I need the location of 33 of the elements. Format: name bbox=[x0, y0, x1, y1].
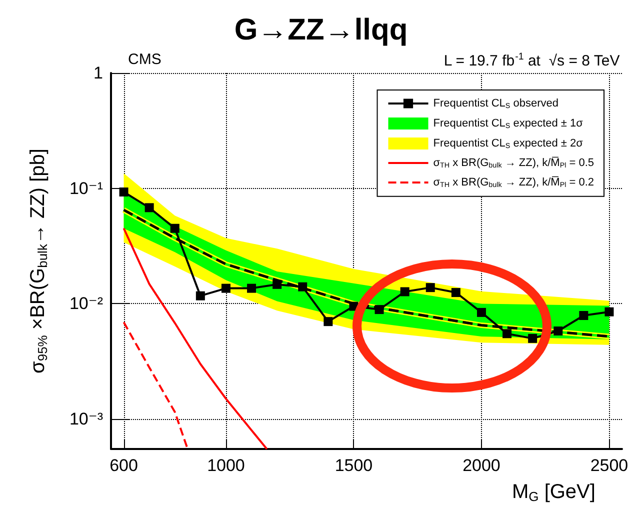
y-tick-label: 1 bbox=[94, 64, 103, 82]
point bbox=[528, 334, 538, 343]
point bbox=[374, 305, 384, 314]
point bbox=[144, 203, 154, 212]
line-series bbox=[122, 321, 189, 450]
point bbox=[196, 291, 205, 300]
chart-title: G→ZZ→llqq bbox=[234, 14, 408, 46]
x-tick-label: 600 bbox=[110, 456, 138, 475]
point bbox=[272, 280, 282, 289]
point bbox=[247, 284, 256, 293]
point bbox=[400, 287, 410, 296]
y-tick-label: 10⁻² bbox=[69, 294, 104, 314]
point bbox=[554, 326, 563, 336]
point bbox=[298, 282, 308, 292]
x-tick-label: 1500 bbox=[334, 456, 373, 475]
y-tick-label: 10⁻¹ bbox=[69, 178, 104, 198]
text: CMS bbox=[128, 51, 162, 68]
point bbox=[502, 329, 512, 338]
x-tick-label: 1000 bbox=[207, 456, 245, 475]
line-series bbox=[122, 227, 268, 450]
y-axis-title: σ95% ×BR(Gbulk→ ZZ) [pb] bbox=[27, 148, 50, 374]
x-tick-label: 2000 bbox=[462, 456, 500, 475]
y-tick-label: 10⁻³ bbox=[69, 410, 104, 429]
point bbox=[604, 307, 614, 316]
point bbox=[451, 288, 460, 298]
point bbox=[579, 311, 588, 320]
point bbox=[170, 224, 180, 233]
point bbox=[119, 187, 128, 196]
x-tick-label: 2500 bbox=[590, 456, 628, 475]
point bbox=[426, 283, 435, 292]
point bbox=[221, 284, 230, 293]
point bbox=[324, 317, 333, 326]
point bbox=[476, 308, 486, 317]
